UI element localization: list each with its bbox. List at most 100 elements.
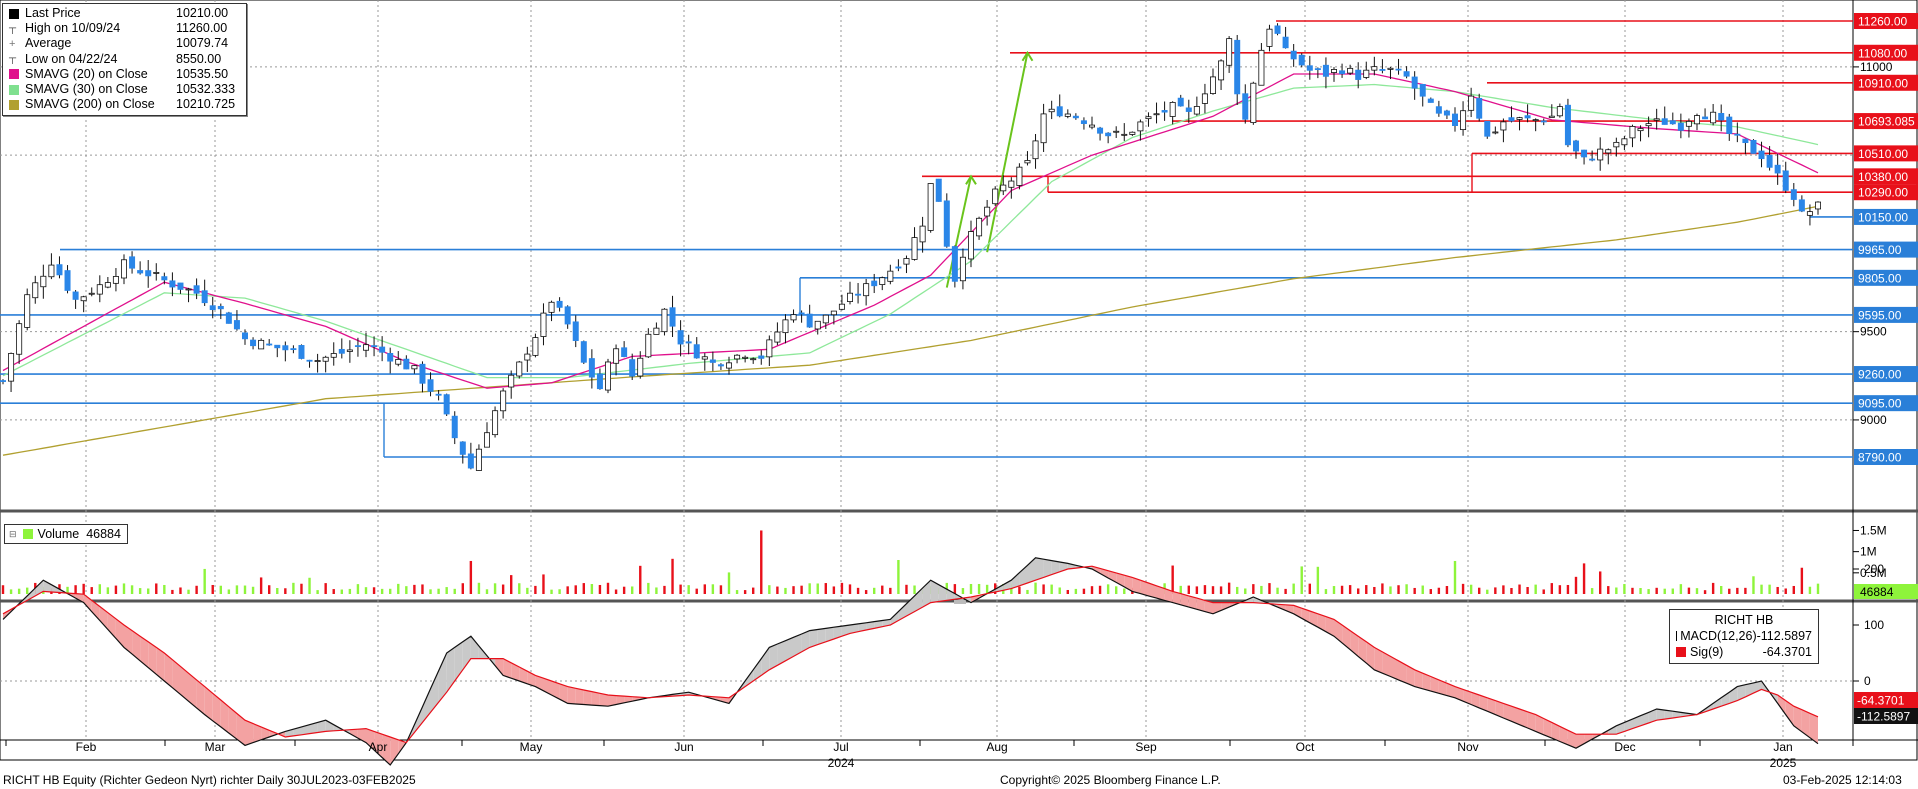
price-label-text: 9595.00	[1858, 308, 1902, 322]
legend-swatch: ┬	[9, 22, 17, 34]
month-label: Jul	[833, 740, 848, 754]
candle-down	[145, 270, 152, 277]
macd-fill	[1511, 706, 1520, 725]
candle-up	[185, 288, 192, 291]
macd-fill	[1672, 711, 1681, 718]
macd-fill	[801, 630, 810, 652]
volume-bar	[1171, 565, 1174, 594]
candle-down	[427, 379, 434, 392]
candle-up	[863, 283, 870, 297]
macd-fill	[1737, 684, 1746, 701]
candle-up	[661, 308, 668, 333]
candle-up	[1363, 69, 1370, 78]
volume-bar	[792, 586, 795, 594]
price-label-box	[1854, 113, 1918, 130]
candle-up	[1064, 113, 1071, 117]
candle-down	[250, 339, 257, 347]
macd-fill	[785, 637, 794, 661]
macd-fill	[1463, 689, 1472, 705]
macd-fill	[220, 700, 229, 734]
volume-bar	[397, 583, 400, 594]
volume-bar	[647, 582, 650, 594]
candle-up	[726, 362, 733, 369]
month-label: May	[520, 740, 543, 754]
candle-down	[1452, 113, 1459, 127]
volume-bar	[324, 583, 327, 594]
macd-fill	[1559, 726, 1568, 745]
volume-bar	[1074, 588, 1078, 594]
macd-fill	[164, 653, 173, 688]
candle-down	[1314, 68, 1321, 71]
volume-bar	[752, 587, 755, 594]
candle-up	[1500, 121, 1507, 131]
candle-up	[362, 344, 369, 351]
volume-bar	[340, 589, 343, 594]
volume-bar	[300, 583, 303, 594]
footer-security: RICHT HB Equity (Richter Gedeon Nyrt) ri…	[3, 773, 416, 787]
candle-down	[1750, 139, 1757, 154]
volume-bar	[614, 589, 618, 594]
volume-bar	[639, 565, 642, 594]
collapse-icon[interactable]: ⊟	[9, 528, 17, 539]
volume-bar	[66, 586, 69, 594]
candle-down	[1306, 65, 1313, 71]
macd-fill	[567, 686, 576, 704]
candle-down	[419, 363, 426, 384]
candle-up	[1637, 128, 1644, 132]
candle-up	[112, 276, 119, 284]
candle-up	[1532, 119, 1539, 122]
volume-bar	[1332, 586, 1336, 594]
legend-swatch	[9, 69, 19, 80]
trend-arrowhead	[965, 174, 977, 185]
volume-bar	[1340, 585, 1344, 594]
price-label-text: 9965.00	[1858, 243, 1902, 257]
price-label-box	[1854, 13, 1918, 29]
month-label: Aug	[986, 740, 1007, 754]
volume-bar	[1510, 588, 1513, 594]
volume-bar	[389, 588, 392, 594]
macd-fill	[27, 588, 36, 601]
macd-fill	[1051, 560, 1060, 575]
volume-bar	[501, 584, 505, 594]
candle-down	[201, 290, 208, 304]
volume-bar	[1461, 583, 1465, 594]
candle-down	[137, 270, 144, 274]
volume-bar	[1373, 586, 1376, 594]
macd-fill	[535, 675, 544, 691]
volume-bar	[356, 584, 360, 594]
candle-up	[653, 327, 660, 335]
volume-bar	[1348, 585, 1352, 594]
volume-bar	[179, 587, 182, 594]
signal-label: Sig(9)	[1690, 645, 1724, 659]
month-label: Feb	[76, 740, 97, 754]
candle-down	[72, 291, 79, 300]
macd-fill	[575, 688, 584, 705]
candle-down	[64, 270, 71, 291]
macd-fill	[616, 695, 625, 705]
volume-bar	[1502, 585, 1505, 594]
volume-bar	[1494, 587, 1497, 594]
candle-up	[483, 432, 490, 448]
legend-swatch	[9, 84, 19, 95]
candle-up	[734, 354, 741, 360]
macd-fill	[511, 662, 520, 681]
macd-fill	[99, 606, 108, 630]
volume-tick-label: 1M	[1860, 545, 1877, 559]
volume-bar	[655, 587, 658, 594]
macd-fill	[1382, 651, 1391, 677]
legend-value: 10532.333	[176, 82, 236, 97]
volume-bar	[800, 585, 803, 594]
splitter-handle[interactable]	[954, 600, 966, 604]
volume-bar	[1550, 583, 1553, 594]
candle-down	[1564, 104, 1571, 146]
macd-fill	[858, 622, 867, 632]
volume-bar	[768, 585, 771, 594]
volume-bar	[227, 589, 231, 594]
candle-up	[1556, 106, 1563, 117]
candle-down	[241, 332, 248, 340]
price-tick-label: 9000	[1860, 413, 1887, 427]
macd-fill	[83, 594, 92, 612]
candle-down	[1161, 110, 1168, 113]
candle-down	[895, 266, 902, 269]
